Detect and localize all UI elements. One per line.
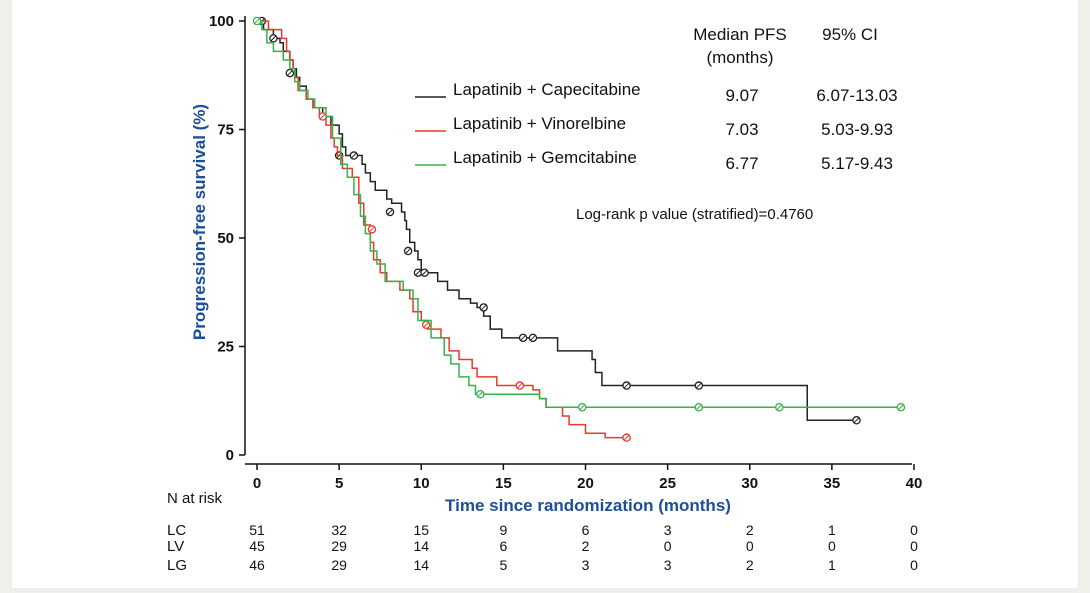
legend-ci: 5.17-9.43: [821, 154, 893, 173]
legend-series-name: Lapatinib + Capecitabine: [453, 80, 641, 99]
censor-mark-slash: [270, 35, 277, 42]
legend-header-median: Median PFS: [693, 25, 787, 44]
censor-mark-slash: [369, 226, 375, 233]
risk-count: 1: [828, 557, 836, 573]
risk-count: 32: [331, 522, 347, 538]
risk-count: 5: [499, 557, 507, 573]
risk-count: 0: [910, 538, 918, 554]
risk-count: 3: [582, 557, 590, 573]
risk-count: 6: [582, 522, 590, 538]
censor-mark-slash: [415, 269, 421, 276]
legend-median: 9.07: [725, 86, 758, 105]
series-lv: [257, 20, 631, 442]
risk-table-title: N at risk: [167, 490, 223, 507]
legend-header-ci: 95% CI: [822, 25, 878, 44]
risk-count: 2: [746, 522, 754, 538]
x-tick-label: 40: [906, 475, 923, 492]
risk-count: 9: [499, 522, 507, 538]
survival-curve-lg: [257, 20, 901, 409]
risk-count: 15: [413, 522, 429, 538]
censor-mark-slash: [516, 382, 523, 389]
risk-count: 0: [664, 538, 672, 554]
legend-median: 6.77: [725, 154, 758, 173]
censor-mark-slash: [351, 152, 357, 159]
x-tick-label: 20: [577, 475, 594, 492]
risk-count: 2: [746, 557, 754, 573]
risk-count: 0: [828, 538, 836, 554]
figure-panel: 0 25 50 75 100 0 5 10 15 20 25 30 35 40 Progression-…: [12, 0, 1078, 588]
x-axis-title: Time since randomization (months): [445, 496, 731, 515]
risk-count: 3: [664, 557, 672, 573]
censor-mark-slash: [286, 70, 293, 76]
risk-count: 0: [746, 538, 754, 554]
curves: [252, 16, 906, 442]
censor-mark-slash: [530, 334, 536, 341]
x-tick-label: 30: [741, 475, 758, 492]
risk-count: 14: [413, 538, 429, 554]
legend-series-name: Lapatinib + Vinorelbine: [453, 114, 626, 133]
censor-mark-slash: [423, 321, 430, 328]
risk-count: 6: [499, 538, 507, 554]
legend-header-median-unit: (months): [706, 48, 773, 67]
risk-count: 51: [249, 522, 265, 538]
survival-curve-lc: [257, 20, 860, 422]
y-tick-label: 50: [217, 230, 234, 247]
censor-mark-slash: [776, 404, 783, 411]
risk-count: 29: [331, 538, 347, 554]
risk-count: 0: [910, 557, 918, 573]
series-lc: [257, 16, 861, 425]
x-tick-label: 10: [413, 475, 430, 492]
legend-series-name: Lapatinib + Gemcitabine: [453, 148, 637, 167]
y-tick-label: 100: [209, 13, 234, 30]
censor-mark-slash: [853, 417, 860, 424]
x-tick-label: 0: [253, 475, 261, 492]
censor-mark-slash: [421, 269, 428, 276]
survival-curve-lv: [257, 20, 625, 439]
risk-count: 3: [664, 522, 672, 538]
censor-mark-slash: [520, 334, 526, 341]
x-tick-label: 25: [659, 475, 676, 492]
censor-mark-slash: [695, 382, 702, 389]
legend: Median PFS (months) 95% CI Lapatinib + C…: [415, 25, 898, 173]
risk-count: 1: [828, 522, 836, 538]
risk-count: 29: [331, 557, 347, 573]
x-tick-label: 5: [335, 475, 343, 492]
risk-count: 46: [249, 557, 265, 573]
risk-count: 14: [413, 557, 429, 573]
censor-mark-slash: [480, 304, 487, 311]
risk-count: 45: [249, 538, 265, 554]
y-tick-label: 25: [217, 339, 234, 356]
y-ticks: 0 25 50 75 100: [209, 13, 245, 464]
risk-row-label: LG: [167, 557, 187, 574]
censor-mark-slash: [254, 18, 260, 24]
risk-count: 0: [910, 522, 918, 538]
y-axis-title: Progression-free survival (%): [190, 104, 209, 340]
risk-count: 2: [582, 538, 590, 554]
risk-table: LC 51 32 15 9 6 3 2 1 0LV 45 29 14 6 2 0 0 0 0LG 46 29 14 5 3 3 2…: [167, 522, 918, 574]
pvalue-text: Log-rank p value (stratified)=0.4760: [576, 206, 813, 223]
risk-row-label: LV: [167, 538, 184, 555]
legend-median: 7.03: [725, 120, 758, 139]
y-tick-label: 75: [217, 122, 234, 139]
censor-mark-slash: [477, 391, 484, 398]
legend-ci: 5.03-9.93: [821, 120, 893, 139]
x-ticks: 0 5 10 15 20 25 30 35 40: [253, 464, 923, 492]
censor-mark-slash: [387, 209, 393, 215]
censor-mark-slash: [319, 113, 326, 120]
censor-mark-slash: [579, 404, 586, 411]
censor-mark-slash: [623, 382, 630, 389]
legend-ci: 6.07-13.03: [816, 86, 897, 105]
censor-mark-slash: [623, 434, 630, 441]
y-tick-label: 0: [226, 447, 234, 464]
censor-mark-slash: [898, 404, 904, 411]
risk-row-label: LC: [167, 522, 186, 539]
x-tick-label: 15: [495, 475, 512, 492]
censor-mark-slash: [405, 248, 411, 254]
series-lg: [252, 16, 906, 412]
censor-mark-slash: [695, 404, 702, 411]
x-tick-label: 35: [824, 475, 841, 492]
